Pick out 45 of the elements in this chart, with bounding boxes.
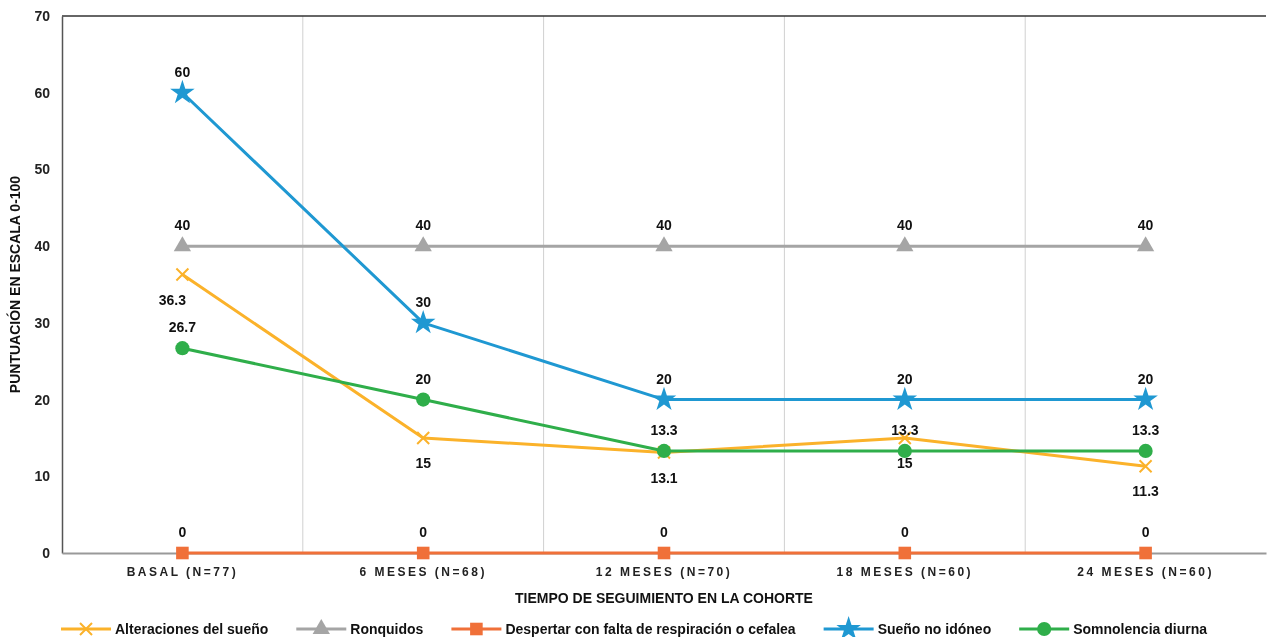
y-tick-label: 40	[34, 238, 51, 255]
x-tick-label: 6 MESES (N=68)	[359, 564, 487, 579]
data-label: 0	[419, 524, 428, 540]
data-label: 0	[178, 524, 187, 540]
data-label: 0	[900, 524, 909, 540]
data-label: 20	[897, 370, 913, 387]
data-label: 40	[656, 217, 672, 234]
data-label: 40	[415, 217, 432, 234]
legend-label: Sueño no idóneo	[877, 621, 992, 637]
data-label: 15	[415, 454, 432, 471]
y-tick-label: 10	[34, 468, 51, 485]
data-label: 40	[1137, 217, 1154, 234]
x-axis-title: TIEMPO DE SEGUIMIENTO EN LA COHORTE	[515, 590, 813, 606]
data-label: 0	[660, 524, 669, 540]
data-label: 20	[415, 370, 432, 387]
data-label: 36.3	[158, 291, 187, 308]
data-label: 20	[656, 370, 672, 387]
y-tick-label: 30	[34, 314, 51, 331]
data-label: 20	[1137, 370, 1154, 387]
y-tick-label: 60	[34, 84, 51, 101]
y-tick-label: 50	[34, 161, 51, 178]
data-label: 0	[1141, 524, 1150, 540]
data-label: 13.1	[650, 469, 678, 486]
y-tick-label: 70	[34, 7, 51, 24]
data-label: 15	[897, 454, 913, 471]
data-label: 13.3	[650, 421, 678, 438]
data-label: 13.3	[891, 421, 919, 438]
y-tick-label: 0	[42, 544, 51, 561]
data-label: 40	[897, 217, 913, 234]
data-label: 11.3	[1132, 483, 1160, 500]
data-label: 40	[174, 217, 191, 234]
legend-label: Ronquidos	[350, 621, 424, 637]
x-tick-label: 12 MESES (N=70)	[595, 564, 733, 579]
y-tick-label: 20	[34, 391, 51, 408]
data-label: 60	[174, 63, 191, 80]
data-label: 30	[415, 293, 432, 310]
data-label: 13.3	[1131, 421, 1160, 438]
data-label: 26.7	[168, 319, 197, 336]
x-tick-label: BASAL (N=77)	[126, 564, 239, 579]
legend-label: Alteraciones del sueño	[115, 621, 269, 637]
legend-label: Despertar con falta de respiración o cefalea	[505, 621, 796, 637]
x-tick-label: 18 MESES (N=60)	[836, 564, 974, 579]
x-tick-label: 24 MESES (N=60)	[1077, 564, 1214, 579]
legend-label: Somnolencia diurna	[1073, 621, 1208, 637]
y-axis-title: PUNTUACIÓN EN ESCALA 0-100	[6, 175, 23, 394]
